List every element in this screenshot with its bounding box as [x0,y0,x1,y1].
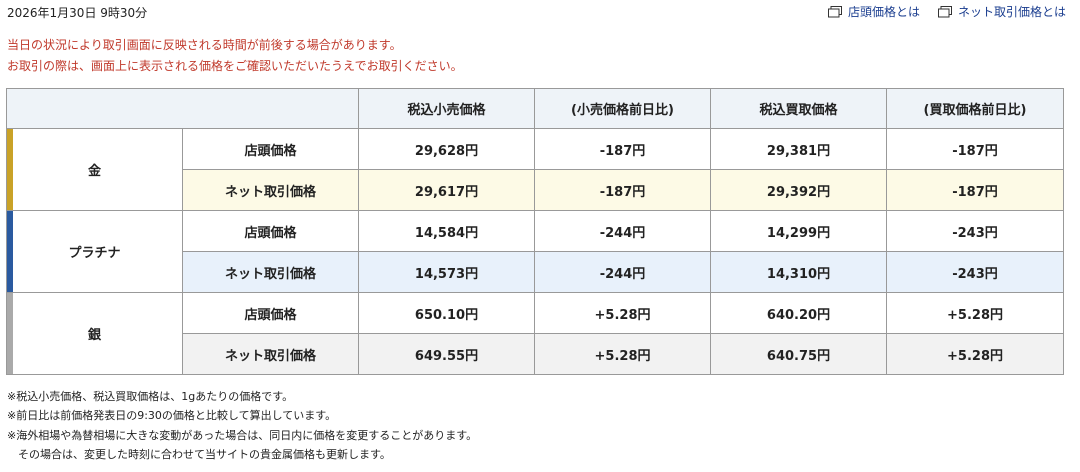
notice: 当日の状況により取引画面に反映される時間が前後する場合があります。 [7,38,402,52]
price-cell: 640.20円 [710,292,887,334]
price-cell: +5.28円 [886,292,1064,334]
price-cell: 14,299円 [710,210,887,252]
price-row: ネット取引価格 14,573円 -244円 14,310円 -243円 [6,251,1064,293]
price-row: プラチナ 店頭価格 14,584円 -244円 14,299円 -243円 [6,210,1064,293]
price-row: ネット取引価格 649.55円 +5.28円 640.75円 +5.28円 [6,333,1064,375]
price-type: ネット取引価格 [182,333,359,375]
link-text: ネット取引価格とは [957,5,1066,19]
price-type: 店頭価格 [182,128,359,170]
price-cell: 29,381円 [710,128,887,170]
notice: お取引の際は、画面上に表示される価格をご確認いただいたうえでお取引ください。 [7,59,463,73]
metal-name: 金 [6,128,183,211]
price-row: 銀店頭価格 650.10円 +5.28円 640.20円 +5.28円 [6,292,1064,375]
price-table: 税込小売価格 (小売価格前日比) 税込買取価格 (買取価格前日比) 金店頭価格 29,62… [6,88,1064,375]
price-cell: 649.55円 [358,333,535,375]
price-row: 金店頭価格 29,628円 -187円 29,381円 -187円 [6,128,1064,211]
link[interactable]: ネット取引価格とは [937,3,1066,20]
metal-name: 銀 [6,292,183,375]
footnote: ※前日比は前価格発表日の9:30の価格と比較して算出しています。 [7,409,337,422]
price-type: 店頭価格 [182,292,359,334]
header-cell: 税込小売価格 [358,88,535,129]
price-cell: 650.10円 [358,292,535,334]
price-cell: -243円 [886,210,1064,252]
price-cell: 14,310円 [710,251,887,293]
header-cell: 税込買取価格 [710,88,887,129]
icon [827,5,842,17]
price-cell: -244円 [534,251,711,293]
price-cell: 29,628円 [358,128,535,170]
footnote: その場合は、変更した時刻に合わせて当サイトの貴金属価格も更新します。 [7,448,391,461]
price-cell: 14,573円 [358,251,535,293]
price-cell: -244円 [534,210,711,252]
price-cell: 29,617円 [358,169,535,211]
price-type: ネット取引価格 [182,251,359,293]
price-cell: -187円 [886,169,1064,211]
price-cell: 14,584円 [358,210,535,252]
price-cell: 640.75円 [710,333,887,375]
header-cell: (買取価格前日比) [886,88,1064,129]
date: 2026年1月30日 9時30分 [7,6,148,20]
footnote: ※海外相場や為替相場に大きな変動があった場合は、同日内に価格を変更することがあり… [7,429,478,442]
links: 店頭価格とは ネット取引価格とは [827,3,1066,20]
link-text: 店頭価格とは [847,5,920,19]
link[interactable]: 店頭価格とは [827,3,920,20]
metal-name: プラチナ [6,210,183,293]
header-row: 税込小売価格 (小売価格前日比) 税込買取価格 (買取価格前日比) [6,88,1064,129]
price-cell: -187円 [534,169,711,211]
price-cell: 29,392円 [710,169,887,211]
price-type: ネット取引価格 [182,169,359,211]
price-cell: +5.28円 [534,292,711,334]
header-cell [6,88,359,129]
price-cell: -187円 [886,128,1064,170]
price-cell: +5.28円 [886,333,1064,375]
header-cell: (小売価格前日比) [534,88,711,129]
price-cell: +5.28円 [534,333,711,375]
price-cell: -243円 [886,251,1064,293]
price-type: 店頭価格 [182,210,359,252]
price-cell: -187円 [534,128,711,170]
icon [937,5,952,17]
footnote: ※税込小売価格、税込買取価格は、1gあたりの価格です。 [7,390,294,403]
